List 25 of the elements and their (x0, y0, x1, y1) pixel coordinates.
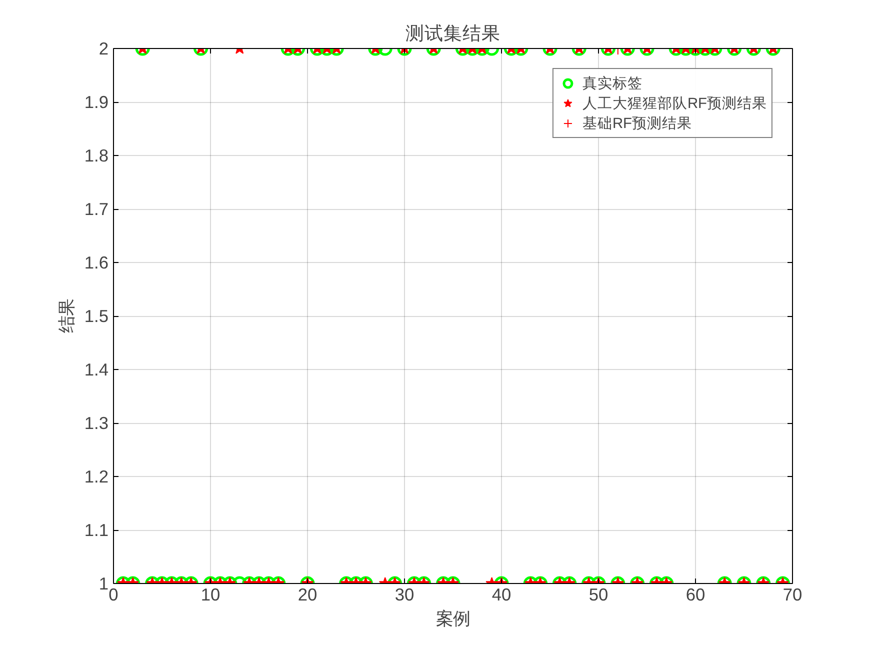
x-tick-label: 60 (686, 584, 706, 604)
y-tick-label: 1.6 (84, 252, 109, 272)
x-tick-label: 50 (588, 584, 608, 604)
y-tick-label: 1.9 (84, 92, 109, 112)
legend-label: 人工大猩猩部队RF预测结果 (582, 94, 767, 112)
y-tick-label: 2 (98, 38, 109, 58)
x-axis-title: 案例 (436, 608, 470, 628)
x-tick-label: 0 (108, 584, 118, 604)
y-axis-title: 结果 (56, 299, 76, 333)
y-tick-label: 1 (98, 574, 109, 594)
legend-label: 基础RF预测结果 (582, 114, 692, 132)
x-tick-label: 70 (782, 584, 802, 604)
x-tick-label: 40 (492, 584, 512, 604)
y-tick-label: 1.4 (84, 360, 109, 380)
x-tick-label: 20 (298, 584, 318, 604)
y-tick-label: 1.5 (84, 306, 109, 326)
y-tick-label: 1.1 (84, 520, 109, 540)
chart-title: 测试集结果 (406, 22, 500, 44)
y-tick-label: 1.2 (84, 466, 109, 486)
legend-label: 真实标签 (582, 74, 642, 92)
x-tick-label: 10 (200, 584, 220, 604)
y-tick-label: 1.8 (84, 146, 109, 166)
y-tick-label: 1.7 (84, 199, 109, 219)
y-tick-label: 1.3 (84, 413, 109, 433)
x-tick-label: 30 (394, 584, 414, 604)
